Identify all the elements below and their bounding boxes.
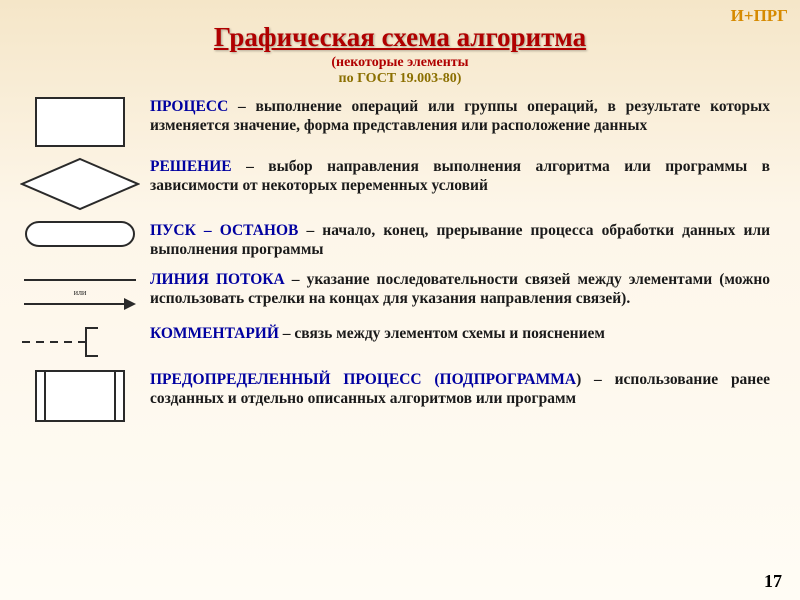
subtitle-2: по ГОСТ 19.003-80) bbox=[0, 71, 800, 87]
legend-term: ПРОЦЕСС bbox=[150, 98, 228, 115]
separator: – bbox=[232, 158, 269, 175]
terminator-shape-icon bbox=[16, 221, 150, 247]
legend-row: или ЛИНИЯ ПОТОКА – указание последовател… bbox=[16, 270, 770, 314]
predefined-shape-icon bbox=[16, 370, 150, 422]
svg-text:или: или bbox=[74, 288, 87, 297]
page-number: 17 bbox=[764, 571, 782, 592]
legend-row: РЕШЕНИЕ – выбор направления выполнения а… bbox=[16, 157, 770, 211]
legend-description: ПРОЦЕСС – выполнение операций или группы… bbox=[150, 97, 770, 136]
legend-row: ПУСК – ОСТАНОВ – начало, конец, прерыван… bbox=[16, 221, 770, 260]
legend-term: ПРЕДОПРЕДЕЛЕННЫЙ ПРОЦЕСС (ПОДПРОГРАММА bbox=[150, 371, 576, 388]
legend-rows: ПРОЦЕСС – выполнение операций или группы… bbox=[0, 87, 800, 422]
rect-shape-icon bbox=[16, 97, 150, 147]
separator: – bbox=[298, 222, 322, 239]
legend-term: ЛИНИЯ ПОТОКА bbox=[150, 271, 285, 288]
corner-label: И+ПРГ bbox=[731, 6, 788, 26]
legend-row: КОММЕНТАРИЙ – связь между элементом схем… bbox=[16, 324, 770, 360]
legend-term: ПУСК – ОСТАНОВ bbox=[150, 222, 298, 239]
legend-row: ПРОЦЕСС – выполнение операций или группы… bbox=[16, 97, 770, 147]
separator: – bbox=[279, 325, 295, 342]
legend-description: РЕШЕНИЕ – выбор направления выполнения а… bbox=[150, 157, 770, 196]
legend-term: КОММЕНТАРИЙ bbox=[150, 325, 279, 342]
separator: ) – bbox=[576, 371, 615, 388]
legend-text: связь между элементом схемы и пояснением bbox=[294, 325, 605, 342]
separator: – bbox=[228, 98, 255, 115]
title-block: Графическая схема алгоритма (некоторые э… bbox=[0, 0, 800, 87]
flowline-shape-icon: или bbox=[16, 270, 150, 314]
separator: – bbox=[285, 271, 307, 288]
subtitle-1: (некоторые элементы bbox=[0, 55, 800, 71]
legend-description: ЛИНИЯ ПОТОКА – указание последовательнос… bbox=[150, 270, 770, 309]
page-title: Графическая схема алгоритма bbox=[0, 22, 800, 53]
comment-shape-icon bbox=[16, 324, 150, 360]
legend-row: ПРЕДОПРЕДЕЛЕННЫЙ ПРОЦЕСС (ПОДПРОГРАММА) … bbox=[16, 370, 770, 422]
legend-description: КОММЕНТАРИЙ – связь между элементом схем… bbox=[150, 324, 770, 343]
legend-term: РЕШЕНИЕ bbox=[150, 158, 232, 175]
legend-description: ПУСК – ОСТАНОВ – начало, конец, прерыван… bbox=[150, 221, 770, 260]
diamond-shape-icon bbox=[16, 157, 150, 211]
legend-description: ПРЕДОПРЕДЕЛЕННЫЙ ПРОЦЕСС (ПОДПРОГРАММА) … bbox=[150, 370, 770, 409]
